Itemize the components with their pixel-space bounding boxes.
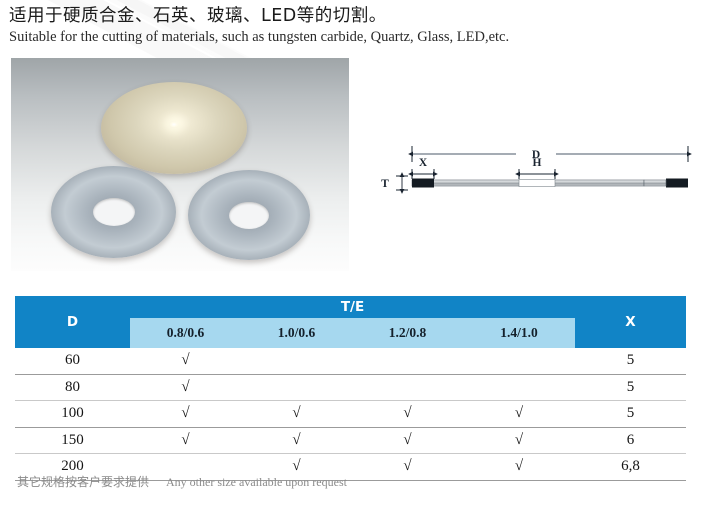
cell-te-0: √ [130, 400, 241, 428]
table-row: 60 √ 5 [15, 348, 686, 375]
cell-te-3: √ [463, 400, 575, 428]
footnote-english: Any other size available upon request [166, 475, 347, 489]
te-option-1: 1.0/0.6 [241, 318, 352, 348]
product-photo [11, 58, 349, 271]
table-header-row-1: D T/E X [15, 296, 686, 348]
cell-d: 200 [15, 453, 130, 481]
dimension-h: H [515, 157, 559, 179]
dimension-x: X [408, 157, 438, 179]
cell-te-1 [241, 348, 352, 375]
cell-te-1: √ [241, 453, 352, 481]
column-header-te: T/E [130, 296, 575, 318]
cell-te-1: √ [241, 400, 352, 428]
cell-x: 5 [575, 400, 686, 428]
dimension-label-h: H [533, 157, 542, 169]
table-body: 60 √ 5 80 √ 5 100 √ √ √ √ 5 150 √ √ √ [15, 348, 686, 481]
cell-x: 6 [575, 427, 686, 454]
cutting-disc-bottom-left [51, 166, 176, 258]
cell-d: 80 [15, 374, 130, 401]
dimension-d: D [408, 146, 692, 162]
footnote-chinese: 其它规格按客户要求提供 [17, 475, 150, 489]
page-title-chinese: 适用于硬质合金、石英、玻璃、LED等的切割。 [9, 6, 387, 26]
cell-d: 60 [15, 348, 130, 375]
cell-te-0: √ [130, 348, 241, 375]
table-row: 100 √ √ √ √ 5 [15, 400, 686, 428]
cutting-disc-bottom-right [188, 170, 310, 260]
te-option-3: 1.4/1.0 [463, 318, 575, 348]
cell-te-0: √ [130, 427, 241, 454]
column-header-d: D [15, 296, 130, 348]
te-option-2: 1.2/0.8 [352, 318, 463, 348]
table-header-row-2: 0.8/0.6 1.0/0.6 1.2/0.8 1.4/1.0 [15, 318, 686, 348]
cell-te-2 [352, 348, 463, 375]
cell-te-0: √ [130, 374, 241, 401]
cell-te-1 [241, 374, 352, 401]
table-header: D T/E X 0.8/0.6 1.0/0.6 1.2/0.8 1.4/1.0 [15, 296, 686, 348]
dimension-label-d: D [532, 149, 540, 161]
cell-x: 6,8 [575, 453, 686, 481]
column-header-x: X [575, 296, 686, 348]
cell-te-3 [463, 374, 575, 401]
cell-te-2: √ [352, 400, 463, 428]
cell-te-2: √ [352, 427, 463, 454]
cell-te-3 [463, 348, 575, 375]
dimension-t: T [381, 172, 408, 194]
cell-te-0 [130, 453, 241, 481]
cell-te-1: √ [241, 427, 352, 454]
cell-te-2 [352, 374, 463, 401]
table-row: 200 √ √ √ 6,8 [15, 453, 686, 481]
cell-x: 5 [575, 374, 686, 401]
table-row: 150 √ √ √ √ 6 [15, 427, 686, 454]
cell-d: 150 [15, 427, 130, 454]
cutting-disc-top [101, 82, 247, 174]
wheel-cross-section [411, 178, 688, 188]
cell-x: 5 [575, 348, 686, 375]
te-option-0: 0.8/0.6 [130, 318, 241, 348]
cell-d: 100 [15, 400, 130, 428]
cell-te-3: √ [463, 453, 575, 481]
table-row: 80 √ 5 [15, 374, 686, 401]
dimension-label-x: X [419, 157, 428, 169]
table-footnote: 其它规格按客户要求提供 Any other size available upo… [17, 473, 347, 490]
cell-te-2: √ [352, 453, 463, 481]
specification-table: D T/E X 0.8/0.6 1.0/0.6 1.2/0.8 1.4/1.0 … [15, 296, 686, 481]
page-title-english: Suitable for the cutting of materials, s… [9, 29, 510, 45]
dimension-label-t: T [381, 178, 389, 190]
dimension-diagram: D X H [366, 138, 700, 208]
cell-te-3: √ [463, 427, 575, 454]
